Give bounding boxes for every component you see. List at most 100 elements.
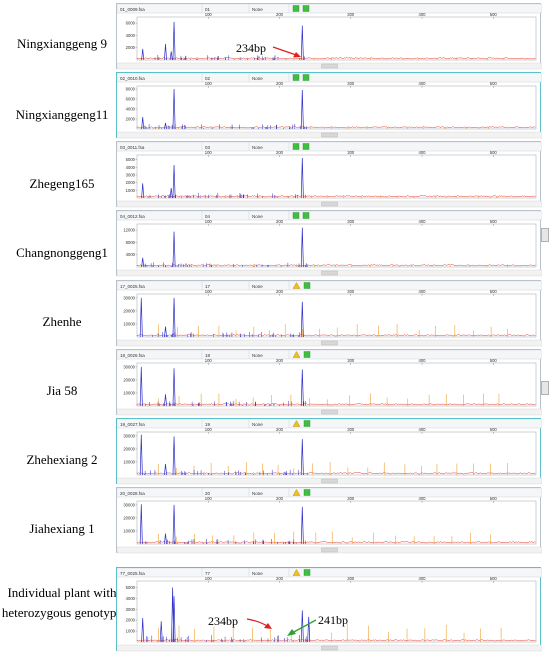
x-tick-label: 200	[276, 289, 284, 294]
electropherogram-panel[interactable]: 03_0011.fsa 03 None 100 200 300 400 500 1000 2000…	[116, 141, 542, 208]
scrollbar-thumb[interactable]	[321, 270, 338, 276]
file-name: 01_0009.fsa	[120, 7, 145, 12]
peak-size-label: 241bp	[318, 613, 348, 627]
x-tick-label: 200	[276, 81, 284, 86]
y-tick-label: 8000	[126, 240, 136, 245]
status-ok-icon[interactable]	[303, 569, 311, 576]
x-tick-label: 500	[490, 81, 498, 86]
x-tick-label: 100	[205, 150, 213, 155]
status-ok-icon[interactable]	[292, 212, 300, 219]
x-tick-label: 200	[276, 12, 284, 17]
warning-icon[interactable]	[292, 569, 301, 576]
y-tick-label: 10000	[123, 528, 135, 533]
status-ok-icon[interactable]	[303, 351, 311, 358]
status-ok-icon[interactable]	[302, 143, 310, 150]
electropherogram-panel[interactable]: 77_0025.fsa 77 None 100 200 300 400 500 1000 2000…	[116, 567, 542, 652]
status-ok-icon[interactable]	[292, 74, 300, 81]
y-tick-label: 1000	[126, 188, 136, 193]
sample-label: Jiahexiang 1	[29, 521, 95, 536]
sample-label: Zhegeng165	[29, 176, 95, 191]
allele-peak	[141, 48, 145, 61]
scrollbar-thumb[interactable]	[321, 63, 338, 69]
sample-label: Zhehexiang 2	[26, 452, 98, 467]
plot-area	[136, 431, 537, 476]
sample-id: 04	[205, 214, 211, 219]
plot-area	[136, 580, 537, 643]
allele-peak	[141, 183, 145, 199]
electropherogram-panel[interactable]: 04_0012.fsa 04 None 100 200 300 400 500 4000 8000…	[116, 210, 542, 277]
x-tick-label: 300	[347, 358, 355, 363]
baseline-trace	[136, 472, 536, 475]
scrollbar-thumb[interactable]	[321, 645, 338, 651]
status-ok-icon[interactable]	[292, 5, 300, 12]
status-ok-icon[interactable]	[303, 489, 311, 496]
scrollbar-thumb[interactable]	[321, 409, 338, 415]
baseline-trace	[136, 195, 536, 198]
allele-peak	[172, 297, 176, 338]
scrollbar-thumb[interactable]	[321, 478, 338, 484]
status-ok-icon[interactable]	[303, 420, 311, 427]
y-tick-label: 10000	[123, 390, 135, 395]
file-name: 77_0025.fsa	[120, 571, 145, 576]
y-tick-label: 20000	[123, 446, 135, 451]
x-tick-label: 500	[490, 150, 498, 155]
x-tick-label: 300	[347, 496, 355, 501]
x-tick-label: 500	[490, 358, 498, 363]
size-method: None	[252, 76, 263, 81]
warning-icon[interactable]	[292, 489, 301, 496]
allele-peak	[164, 44, 167, 61]
warning-icon[interactable]	[292, 420, 301, 427]
sample-id: 02	[205, 76, 211, 81]
y-tick-label: 8000	[126, 87, 136, 92]
allele-peak	[164, 463, 167, 476]
scrollbar-thumb[interactable]	[321, 132, 338, 138]
trace-plot: 20_0028.fsa 20 None 100 200 300 400 500 10000 200…	[117, 488, 542, 554]
allele-peak	[172, 504, 176, 545]
trace-plot: 02_0010.fsa 02 None 100 200 300 400 500 2000 4000…	[117, 73, 542, 139]
y-tick-label: 10000	[123, 321, 135, 326]
warning-icon[interactable]	[292, 282, 301, 289]
allele-peak	[172, 231, 176, 268]
scrollbar-thumb[interactable]	[321, 201, 338, 207]
trace-plot: 18_0026.fsa 18 None 100 200 300 400 500 10000 200…	[117, 350, 542, 416]
panel-header	[117, 419, 542, 429]
status-ok-icon[interactable]	[302, 74, 310, 81]
sample-label: Ningxianggeng 9	[17, 36, 107, 51]
y-tick-label: 5000	[126, 585, 136, 590]
x-tick-label: 400	[419, 81, 427, 86]
electropherogram-panel[interactable]: 17_0025.fsa 17 None 100 200 300 400 500 10000 200…	[116, 280, 542, 347]
y-tick-label: 6000	[126, 21, 136, 26]
panel-header	[117, 211, 542, 221]
trace-plot: 19_0027.fsa 19 None 100 200 300 400 500 10000 200…	[117, 419, 542, 485]
file-name: 19_0027.fsa	[120, 422, 145, 427]
status-ok-icon[interactable]	[303, 282, 311, 289]
electropherogram-panel[interactable]: 20_0028.fsa 20 None 100 200 300 400 500 10000 200…	[116, 487, 542, 554]
x-tick-label: 100	[205, 81, 213, 86]
status-ok-icon[interactable]	[302, 212, 310, 219]
y-tick-label: 5000	[126, 157, 136, 162]
x-tick-label: 500	[490, 496, 498, 501]
arrow-head	[287, 629, 296, 636]
electropherogram-panel[interactable]: 02_0010.fsa 02 None 100 200 300 400 500 2000 4000…	[116, 72, 542, 139]
warning-icon[interactable]	[292, 351, 301, 358]
sample-label: Zhenhe	[42, 314, 82, 329]
x-tick-label: 400	[419, 150, 427, 155]
status-ok-icon[interactable]	[292, 143, 300, 150]
allele-peak	[300, 610, 304, 643]
scrollbar-thumb[interactable]	[321, 547, 338, 553]
x-tick-label: 200	[276, 427, 284, 432]
electropherogram-panel[interactable]: 18_0026.fsa 18 None 100 200 300 400 500 10000 200…	[116, 349, 542, 416]
vertical-scroll-tab[interactable]	[541, 381, 549, 395]
x-tick-label: 100	[205, 496, 213, 501]
electropherogram-panel[interactable]: 01_0009.fsa 01 None 100 200 300 400 500 2000 4000…	[116, 3, 542, 70]
status-ok-icon[interactable]	[302, 5, 310, 12]
size-method: None	[252, 7, 263, 12]
allele-peak	[169, 187, 173, 199]
size-method: None	[252, 145, 263, 150]
y-tick-label: 10000	[123, 459, 135, 464]
electropherogram-panel[interactable]: 19_0027.fsa 19 None 100 200 300 400 500 10000 200…	[116, 418, 542, 485]
baseline-trace	[136, 639, 536, 642]
vertical-scroll-tab[interactable]	[541, 228, 549, 242]
scrollbar-thumb[interactable]	[321, 340, 338, 346]
x-tick-label: 500	[490, 289, 498, 294]
